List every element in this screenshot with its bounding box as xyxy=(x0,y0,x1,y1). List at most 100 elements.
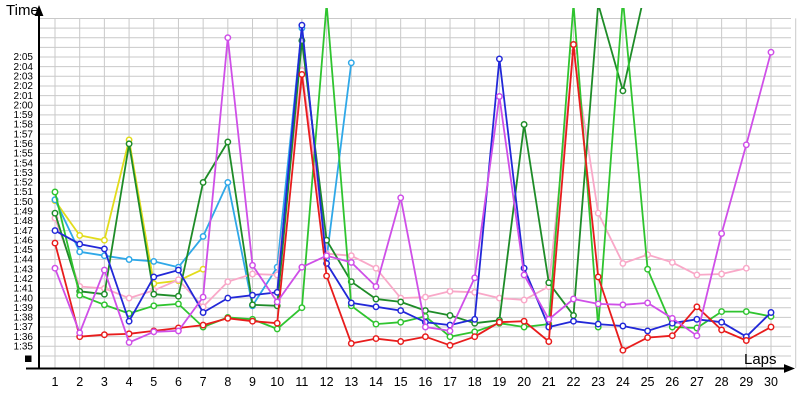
y-tick-label: 1:38 xyxy=(14,313,34,324)
data-point-blue xyxy=(224,294,232,302)
x-tick-labels: 1 2 3 4 5 6 7 8 9 10 11 12 13 14 15 16 17 18 19 20 21 22 23 24 2… xyxy=(52,375,778,389)
series-markers-violet xyxy=(51,34,775,346)
data-point-blue xyxy=(767,309,775,316)
data-point-red xyxy=(446,341,454,349)
data-point-blue xyxy=(273,288,281,296)
y-tick-label: 2:02 xyxy=(14,81,34,92)
x-tick-label: 5 xyxy=(150,375,157,389)
y-tick-label: 2:04 xyxy=(14,62,34,73)
x-tick-label: 23 xyxy=(591,375,605,389)
data-point-green xyxy=(620,0,625,2)
data-point-red xyxy=(668,332,676,340)
data-point-pink xyxy=(421,293,429,301)
data-point-violet xyxy=(767,48,775,56)
data-point-yellow xyxy=(76,231,84,239)
data-point-pink xyxy=(224,278,232,286)
y-tick-label: 1:42 xyxy=(14,274,34,285)
data-point-darkgreen xyxy=(570,311,577,319)
x-tick-label: 3 xyxy=(101,375,108,389)
data-point-green xyxy=(742,308,750,316)
y-tick-label: 1:48 xyxy=(14,216,34,227)
data-point-violet xyxy=(421,323,429,331)
y-tick-label: 1:55 xyxy=(14,149,34,160)
data-point-blue xyxy=(471,315,479,323)
data-point-red xyxy=(644,334,652,342)
x-tick-label: 24 xyxy=(616,375,630,389)
x-tick-label: 8 xyxy=(224,375,231,389)
data-point-red xyxy=(347,339,355,347)
y-tick-label: 1:35 xyxy=(14,342,34,353)
x-tick-label: 22 xyxy=(567,375,581,389)
data-point-violet xyxy=(446,327,454,335)
data-point-skyblue xyxy=(125,256,133,263)
data-point-blue xyxy=(347,299,355,307)
y-tick-label: 1:52 xyxy=(14,178,34,189)
data-point-darkgreen xyxy=(199,178,207,186)
y-tick-label: 1:44 xyxy=(14,255,34,266)
data-point-skyblue xyxy=(347,59,355,67)
data-point-green xyxy=(644,265,652,273)
y-tick-label: 1:56 xyxy=(14,139,34,150)
data-point-blue xyxy=(150,273,158,281)
data-point-green xyxy=(298,304,306,312)
y-axis-arrow-icon xyxy=(34,5,44,16)
data-point-green xyxy=(174,300,182,308)
y-tick-label: 2:00 xyxy=(14,100,34,111)
x-tick-label: 7 xyxy=(200,375,207,389)
y-tick-label: 1:40 xyxy=(14,293,34,304)
x-tick-label: 13 xyxy=(344,375,358,389)
data-point-green xyxy=(571,1,576,6)
data-point-red xyxy=(594,273,602,281)
data-point-blue xyxy=(76,240,84,248)
data-point-skyblue xyxy=(150,257,158,265)
data-point-green xyxy=(76,291,84,299)
data-point-red xyxy=(273,319,281,327)
data-point-yellow xyxy=(100,236,108,244)
data-point-blue xyxy=(570,317,577,325)
data-point-red xyxy=(421,333,429,341)
data-point-violet xyxy=(323,252,331,260)
data-point-violet xyxy=(742,141,750,149)
x-tick-label: 12 xyxy=(320,375,334,389)
data-point-red xyxy=(520,317,528,325)
data-point-violet xyxy=(199,293,207,301)
data-point-blue xyxy=(718,318,726,326)
data-point-darkgreen xyxy=(596,1,601,6)
data-point-violet xyxy=(668,314,676,322)
data-point-darkgreen xyxy=(100,290,108,298)
data-point-green xyxy=(100,301,108,309)
data-point-blue xyxy=(298,21,306,29)
data-point-green xyxy=(150,302,158,310)
axes xyxy=(25,5,795,373)
data-point-skyblue xyxy=(76,248,84,256)
y-tick-label: 1:39 xyxy=(14,303,34,314)
y-tick-label: 1:59 xyxy=(14,110,34,121)
y-tick-label: 1:41 xyxy=(14,284,34,295)
data-point-red xyxy=(471,333,479,341)
y-tick-label: 1:43 xyxy=(14,264,34,275)
y-tick-label: 2:03 xyxy=(14,71,34,82)
data-point-blue xyxy=(619,322,627,330)
x-tick-label: 10 xyxy=(270,375,284,389)
x-tick-label: 4 xyxy=(126,375,133,389)
data-point-pink xyxy=(249,270,256,278)
y-tick-label: 2:01 xyxy=(14,91,34,102)
data-point-pink xyxy=(174,276,182,284)
data-point-blue xyxy=(495,55,503,63)
data-point-violet xyxy=(397,194,405,202)
data-point-darkgreen xyxy=(619,87,627,95)
y-tick-label: 1:51 xyxy=(14,187,34,198)
x-tick-label: 21 xyxy=(542,375,556,389)
data-point-red xyxy=(742,337,750,344)
data-point-violet xyxy=(594,300,602,308)
data-point-blue xyxy=(397,307,405,315)
data-point-violet xyxy=(249,261,256,269)
data-point-pink xyxy=(693,271,701,279)
x-tick-label: 26 xyxy=(665,375,679,389)
data-point-red xyxy=(199,321,207,329)
data-point-blue xyxy=(249,291,256,299)
data-point-skyblue xyxy=(199,232,207,240)
data-point-green xyxy=(324,1,329,6)
x-tick-label: 9 xyxy=(249,375,256,389)
